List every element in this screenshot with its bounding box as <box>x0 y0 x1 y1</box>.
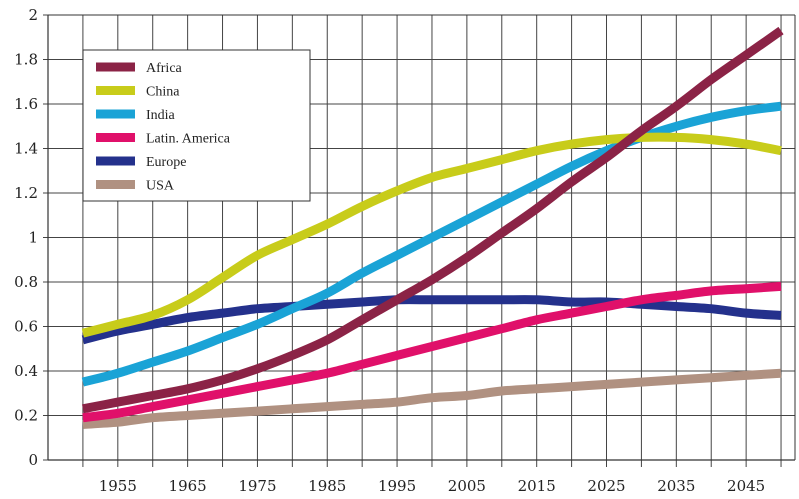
legend-label-latin-america: Latin. America <box>146 132 231 147</box>
y-tick-label: 0.6 <box>14 318 38 336</box>
x-tick-label: 2005 <box>448 477 486 495</box>
y-tick-label: 0 <box>28 451 38 469</box>
axes <box>43 14 796 467</box>
x-tick-label: 1965 <box>169 477 207 495</box>
y-tick-label: 1.2 <box>14 184 38 202</box>
series-line-africa <box>82 26 784 414</box>
y-tick-label: 0.8 <box>14 273 38 291</box>
legend-box <box>82 49 311 202</box>
legend-label-africa: Africa <box>146 61 183 76</box>
y-tick-label: 1.8 <box>14 51 38 69</box>
x-tick-label: 1995 <box>378 477 416 495</box>
series-lines <box>81 26 784 429</box>
legend-label-usa: USA <box>146 179 175 194</box>
y-tick-label: 0.2 <box>14 407 38 425</box>
x-tick-label: 1985 <box>308 477 346 495</box>
x-tick-label: 2025 <box>587 477 625 495</box>
series-line-india <box>81 101 782 387</box>
y-tick-label: 1.6 <box>14 95 38 113</box>
series-line-usa <box>82 368 782 429</box>
legend: Africa China India Latin. America Europe USA <box>82 49 311 202</box>
series-line-china <box>81 132 782 338</box>
series-line-europe <box>81 295 782 345</box>
legend-label-india: India <box>146 108 176 123</box>
x-tick-label: 1955 <box>99 477 137 495</box>
y-tick-label: 1 <box>28 229 38 247</box>
y-tick-label: 0.4 <box>14 362 38 380</box>
y-tick-label: 1.4 <box>14 140 38 158</box>
x-tick-label: 1975 <box>238 477 276 495</box>
legend-label-europe: Europe <box>146 155 186 170</box>
x-tick-label: 2035 <box>657 477 695 495</box>
x-tick-label: 2045 <box>727 477 765 495</box>
series-line-latin-america <box>82 281 782 423</box>
x-tick-label: 2015 <box>518 477 556 495</box>
tick-labels: 0 0.2 0.4 0.6 0.8 1 1.2 1.4 1.6 1.8 2 1955 1965 1975 1… <box>14 6 765 495</box>
y-tick-label: 2 <box>28 6 38 24</box>
legend-label-china: China <box>146 85 180 100</box>
